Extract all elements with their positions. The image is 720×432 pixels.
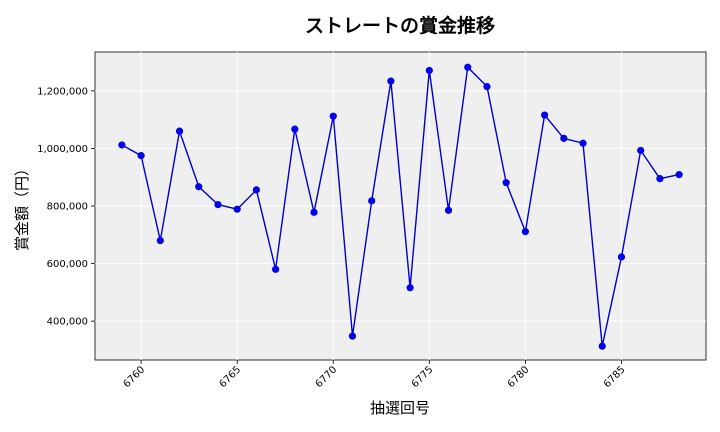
data-point (541, 111, 549, 119)
x-tick-label: 6765 (218, 364, 244, 390)
x-tick-label: 6780 (506, 364, 532, 390)
x-axis-label: 抽選回号 (370, 399, 430, 417)
data-point (252, 186, 260, 194)
data-point (214, 200, 222, 209)
data-point (521, 228, 529, 236)
data-point (502, 179, 510, 187)
series-group (118, 63, 683, 350)
data-point (387, 77, 395, 85)
data-point (617, 253, 626, 261)
data-point (175, 127, 184, 135)
series-line (121, 65, 680, 347)
data-point (291, 125, 299, 133)
y-tick-label: 800,000 (47, 202, 88, 213)
data-point (137, 152, 145, 160)
data-point (310, 208, 318, 216)
data-point (656, 175, 664, 183)
data-point (675, 171, 683, 179)
data-point (368, 197, 376, 205)
y-tick-label: 600,000 (47, 259, 88, 270)
x-tick-label: 6760 (121, 364, 147, 390)
y-tick-label: 400,000 (47, 317, 88, 328)
data-point (637, 146, 645, 155)
data-point (118, 141, 126, 149)
data-point (464, 63, 472, 71)
data-point (425, 66, 433, 75)
chart-title: ストレートの賞金推移 (305, 14, 495, 37)
y-axis-label: 賞金額（円） (13, 161, 31, 251)
gridlines (95, 52, 706, 360)
data-point (483, 82, 491, 91)
data-point (560, 134, 568, 142)
data-point (348, 332, 357, 340)
x-tick-label: 6770 (314, 364, 340, 390)
data-point (272, 265, 280, 273)
data-point (233, 205, 241, 213)
data-point (195, 183, 203, 191)
data-point (444, 206, 453, 214)
data-point (579, 139, 587, 147)
x-tick-label: 6775 (410, 364, 436, 390)
y-tick-label: 1,200,000 (37, 86, 88, 97)
data-point (329, 112, 337, 120)
data-point (598, 342, 606, 350)
x-tick-label: 6785 (602, 364, 628, 390)
y-tick-label: 1,000,000 (37, 144, 88, 155)
data-point (406, 284, 414, 292)
data-point (156, 236, 164, 245)
